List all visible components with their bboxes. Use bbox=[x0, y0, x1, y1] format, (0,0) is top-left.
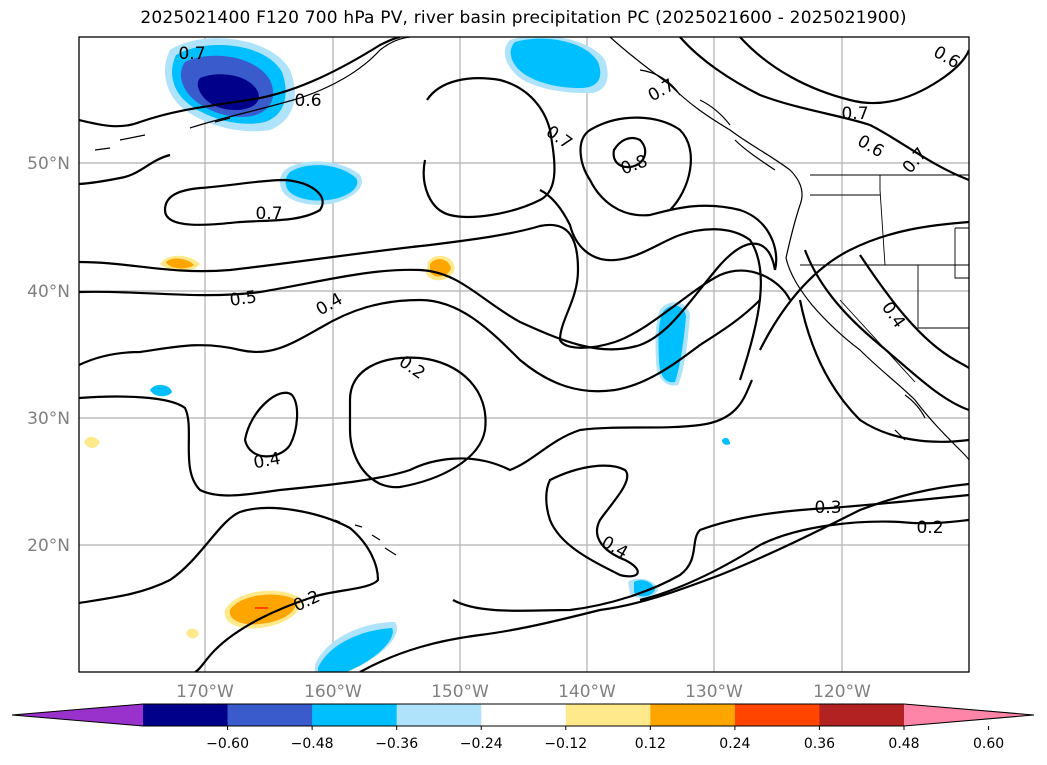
lat-label: 40°N bbox=[27, 282, 70, 302]
colorbar-tick-label: −0.48 bbox=[291, 736, 334, 752]
contour-label: 0.4 bbox=[252, 449, 282, 473]
colorbar-tick-label: 0.12 bbox=[635, 736, 666, 752]
colorbar-extend-high bbox=[904, 704, 1034, 726]
lon-label: 130°W bbox=[685, 682, 743, 702]
contour-label: 0.6 bbox=[294, 91, 321, 111]
colorbar-tick-label: 0.36 bbox=[804, 736, 835, 752]
colorbar-outline bbox=[11, 703, 1035, 727]
contour-label: 0.7 bbox=[178, 44, 205, 64]
pv-contours bbox=[79, 37, 969, 672]
lon-label: 160°W bbox=[304, 682, 362, 702]
latitude-labels: 50°N 40°N 30°N 20°N bbox=[27, 154, 70, 556]
colorbar-segment bbox=[143, 704, 229, 726]
colorbar-segment bbox=[481, 704, 567, 726]
colorbar-segment bbox=[227, 704, 313, 726]
colorbar-segment bbox=[312, 704, 398, 726]
colorbar-segment bbox=[819, 704, 905, 726]
colorbar-tick-label: −0.24 bbox=[460, 736, 503, 752]
political-borders bbox=[800, 174, 969, 383]
colorbar-tick-label: −0.12 bbox=[544, 736, 587, 752]
lon-label: 120°W bbox=[813, 682, 871, 702]
contour-label: 0.3 bbox=[814, 498, 841, 518]
longitude-labels: 170°W 160°W 150°W 140°W 130°W 120°W bbox=[176, 682, 871, 702]
colorbar-segment bbox=[650, 704, 736, 726]
colorbar-segment bbox=[396, 704, 482, 726]
map-frame bbox=[78, 36, 970, 673]
contour-label: 0.7 bbox=[841, 104, 868, 124]
map-background bbox=[79, 37, 969, 672]
map-title: 2025021400 F120 700 hPa PV, river basin … bbox=[140, 8, 907, 28]
colorbar-tick-label: −0.36 bbox=[375, 736, 418, 752]
contour-label: 0.5 bbox=[229, 287, 259, 311]
contour-label: 0.7 bbox=[255, 204, 282, 224]
colorbar-tick-label: 0.48 bbox=[888, 736, 919, 752]
colorbar-tick-label: 0.60 bbox=[973, 736, 1004, 752]
colorbar-segment bbox=[565, 704, 651, 726]
graticule bbox=[79, 37, 969, 672]
lon-label: 150°W bbox=[431, 682, 489, 702]
contour-label: 0.2 bbox=[916, 518, 943, 538]
coastlines bbox=[94, 37, 969, 556]
colorbar-tick-label: 0.24 bbox=[719, 736, 750, 752]
lat-label: 50°N bbox=[27, 154, 70, 174]
lat-label: 30°N bbox=[27, 409, 70, 429]
colorbar-extend-low bbox=[12, 704, 143, 726]
lon-label: 140°W bbox=[558, 682, 616, 702]
colorbar: −0.60 −0.48 −0.36 −0.24 −0.12 0.12 0.24 0.36 0.4… bbox=[11, 703, 1035, 752]
lon-label: 170°W bbox=[176, 682, 234, 702]
lat-label: 20°N bbox=[27, 536, 70, 556]
colorbar-segment bbox=[734, 704, 820, 726]
colorbar-tick-label: −0.60 bbox=[206, 736, 249, 752]
